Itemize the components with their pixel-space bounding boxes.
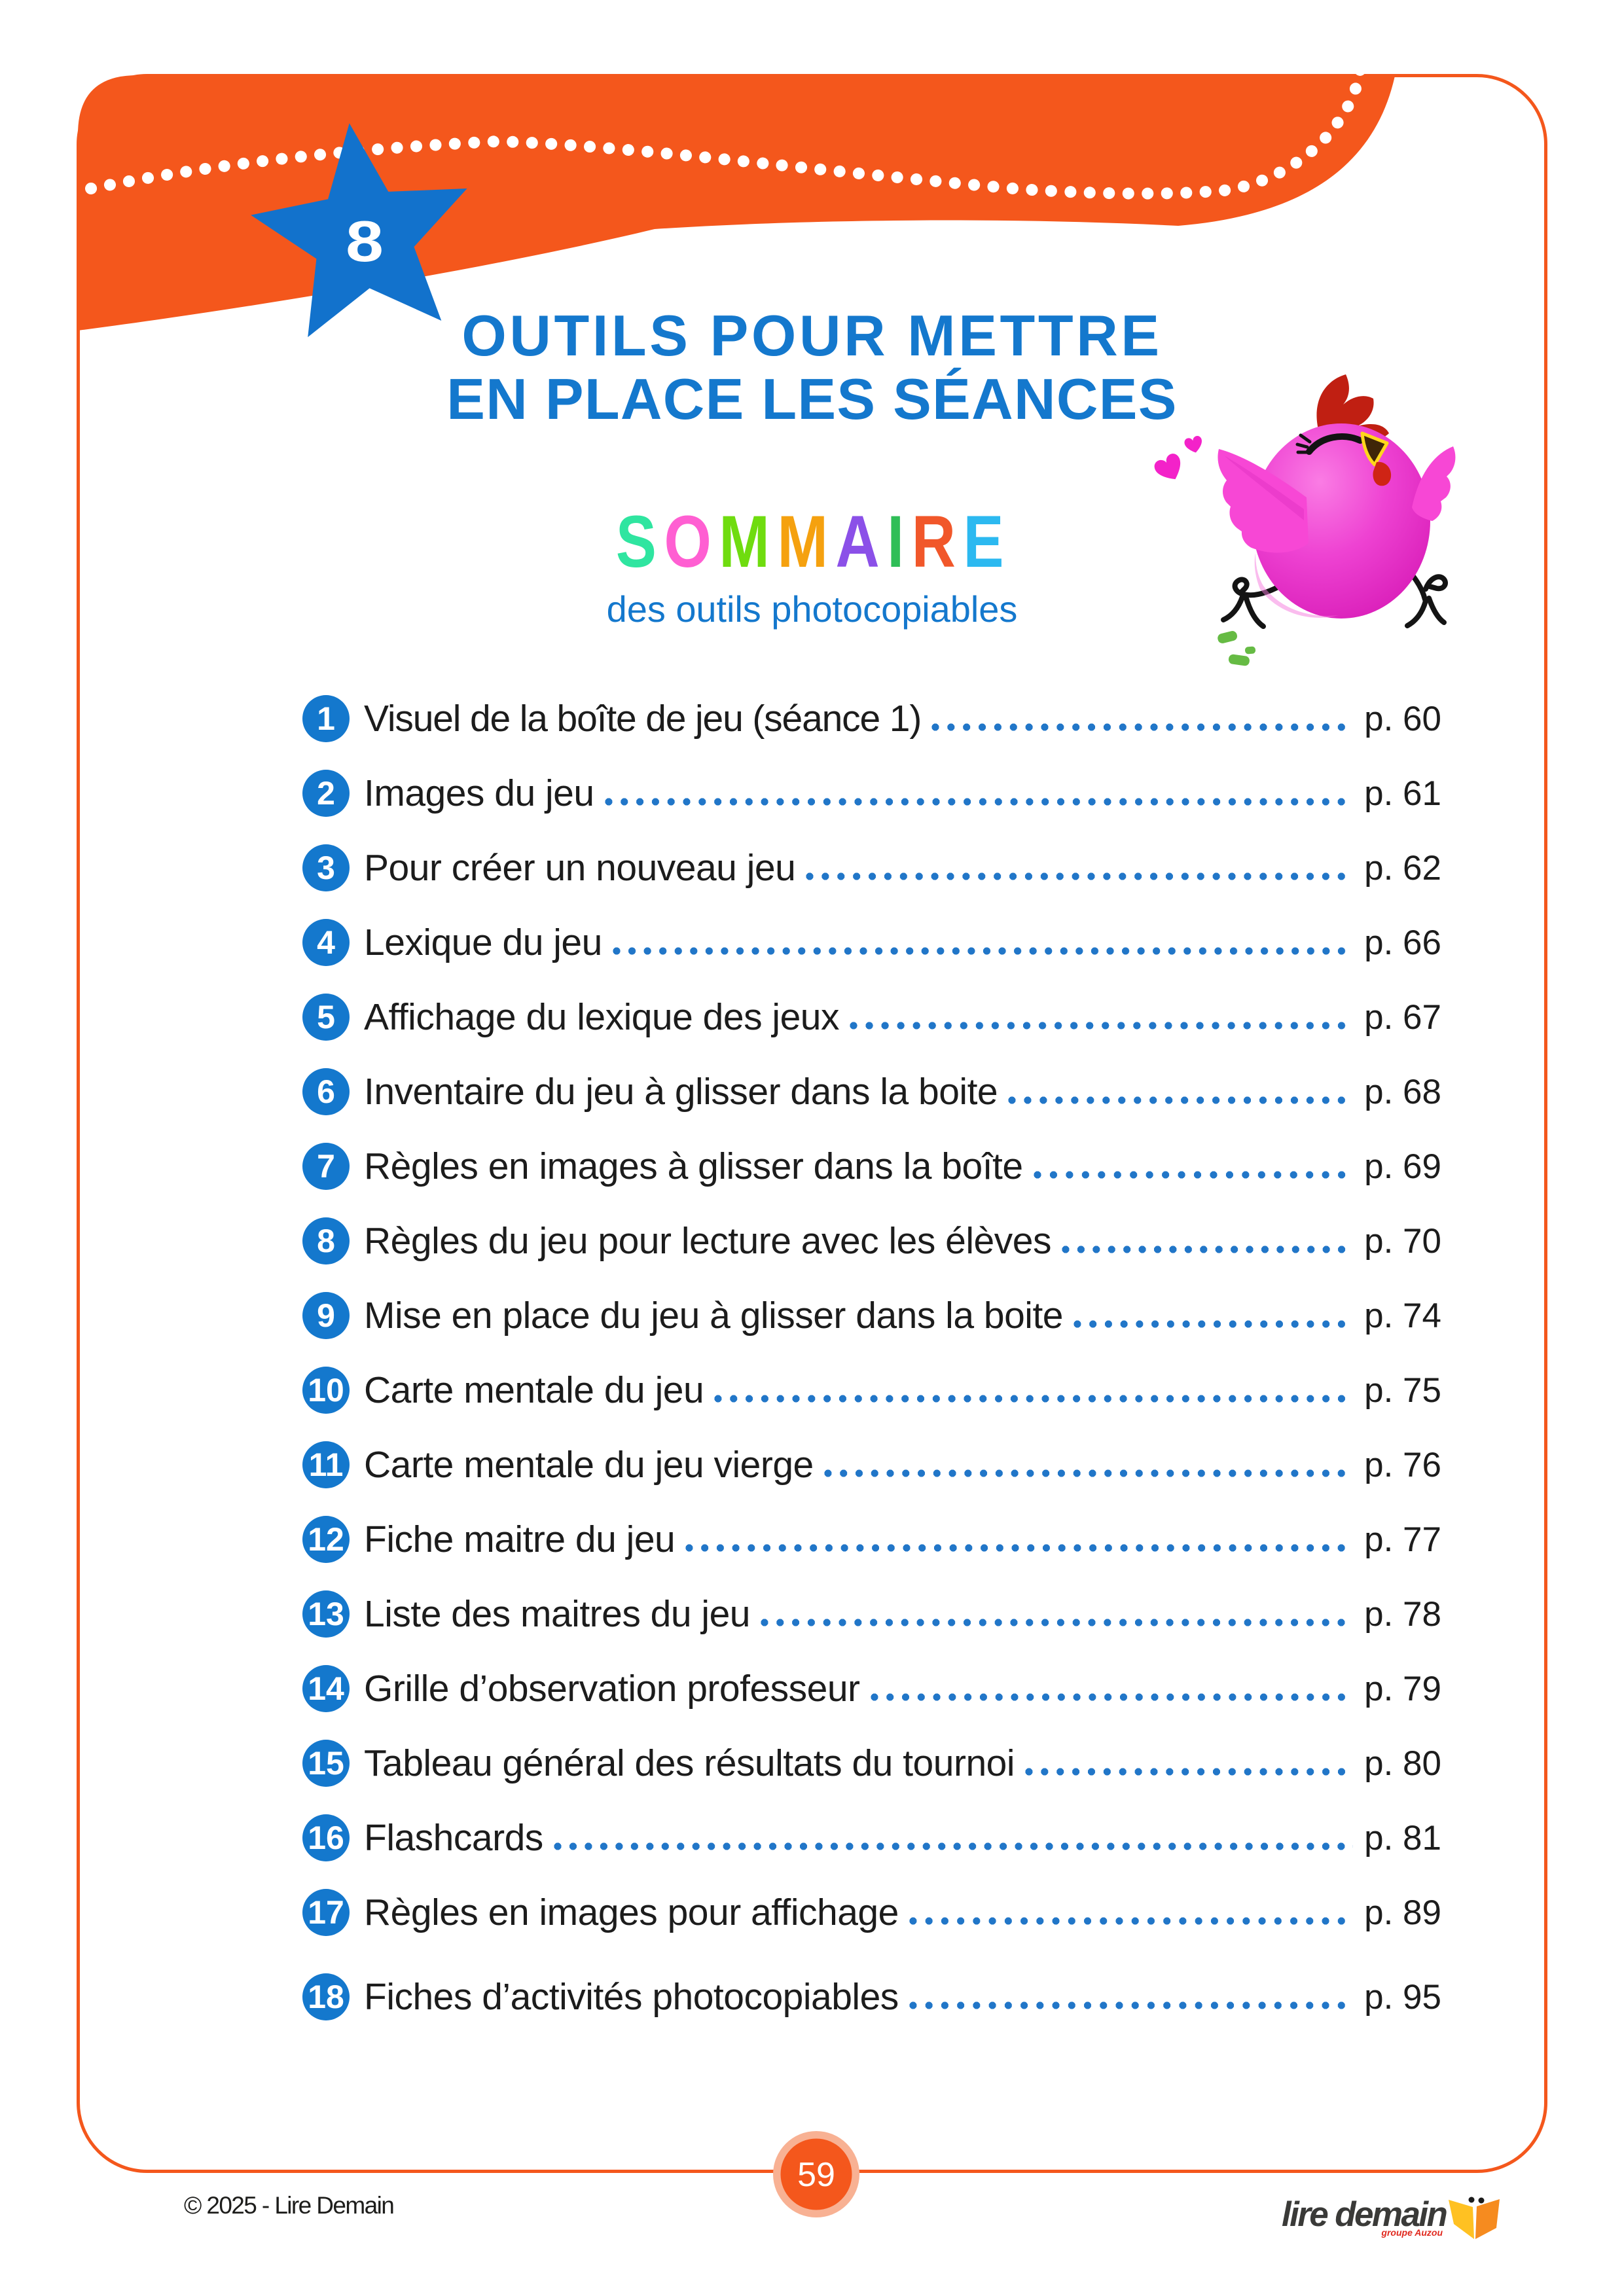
svg-text:59: 59 (797, 2156, 835, 2194)
